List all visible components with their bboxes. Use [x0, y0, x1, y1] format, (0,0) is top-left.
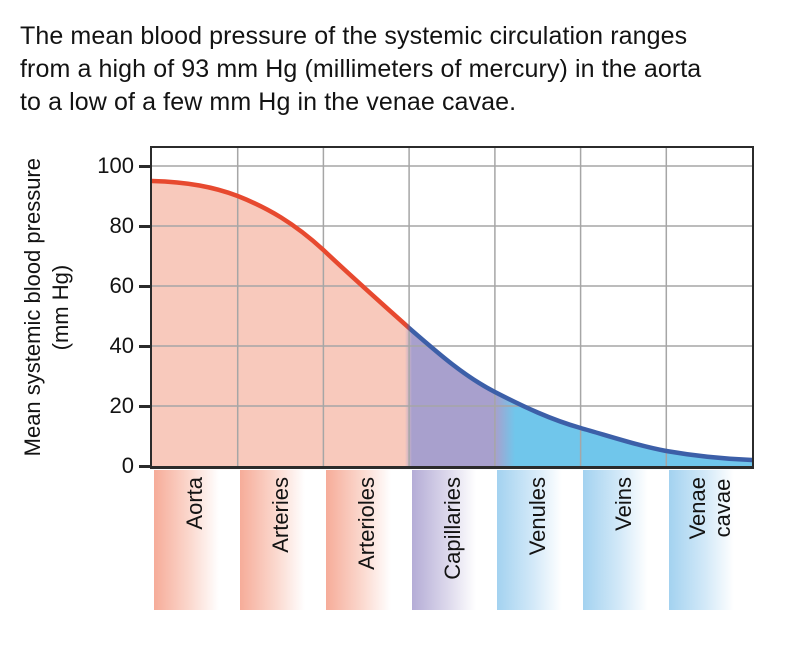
band-label-aorta: Aorta: [181, 477, 207, 530]
y-axis-label-line-1: Mean systemic blood pressure: [20, 157, 45, 457]
pressure-curve: [152, 178, 752, 463]
y-tick-label-0: 0: [121, 453, 134, 478]
y-axis-label-line-2: (mm Hg): [48, 264, 73, 350]
y-tick-20: [139, 404, 152, 408]
pressure-area-fill: [152, 181, 752, 466]
y-tick-100: [139, 164, 152, 168]
y-tick-label-40: 40: [109, 333, 134, 358]
band-aorta: Aorta: [154, 470, 235, 610]
band-label-capillaries: Capillaries: [439, 477, 465, 580]
plot-frame: [150, 146, 754, 469]
band-venae-cavae: Venae cavae: [669, 470, 751, 610]
band-arteries: Arteries: [239, 470, 321, 610]
figure-caption: The mean blood pressure of the systemic …: [20, 20, 701, 119]
x-axis-bands: Aorta Arteries Arterioles Capillaries Ve…: [152, 470, 752, 610]
band-venules: Venules: [497, 470, 579, 610]
y-axis-label: Mean systemic blood pressure (mm Hg): [14, 148, 80, 466]
caption-line-3: to a low of a few mm Hg in the venae cav…: [20, 88, 517, 116]
y-tick-label-80: 80: [109, 213, 134, 238]
band-label-venae-cavae-line-1: Venae: [684, 477, 710, 540]
y-tick-40: [139, 344, 152, 348]
band-label-venules: Venules: [525, 477, 551, 556]
band-veins: Veins: [583, 470, 665, 610]
y-tick-label-100: 100: [97, 153, 134, 178]
band-capillaries: Capillaries: [411, 470, 493, 610]
y-tick-0: [139, 464, 152, 468]
band-label-venae-cavae: Venae cavae: [685, 477, 735, 539]
y-tick-60: [139, 284, 152, 288]
band-label-veins: Veins: [611, 477, 637, 531]
caption-line-2: from a high of 93 mm Hg (millimeters of …: [20, 55, 702, 83]
band-label-venae-cavae-line-2: cavae: [709, 478, 735, 538]
y-tick-label-20: 20: [109, 393, 134, 418]
grid-lines: [152, 148, 752, 466]
band-arterioles: Arterioles: [325, 470, 407, 610]
y-tick-label-60: 60: [109, 273, 134, 298]
band-label-arterioles: Arterioles: [353, 477, 379, 570]
caption-line-1: The mean blood pressure of the systemic …: [20, 22, 688, 50]
y-tick-80: [139, 224, 152, 228]
blood-pressure-chart: [152, 148, 752, 466]
band-label-arteries: Arteries: [267, 477, 293, 553]
